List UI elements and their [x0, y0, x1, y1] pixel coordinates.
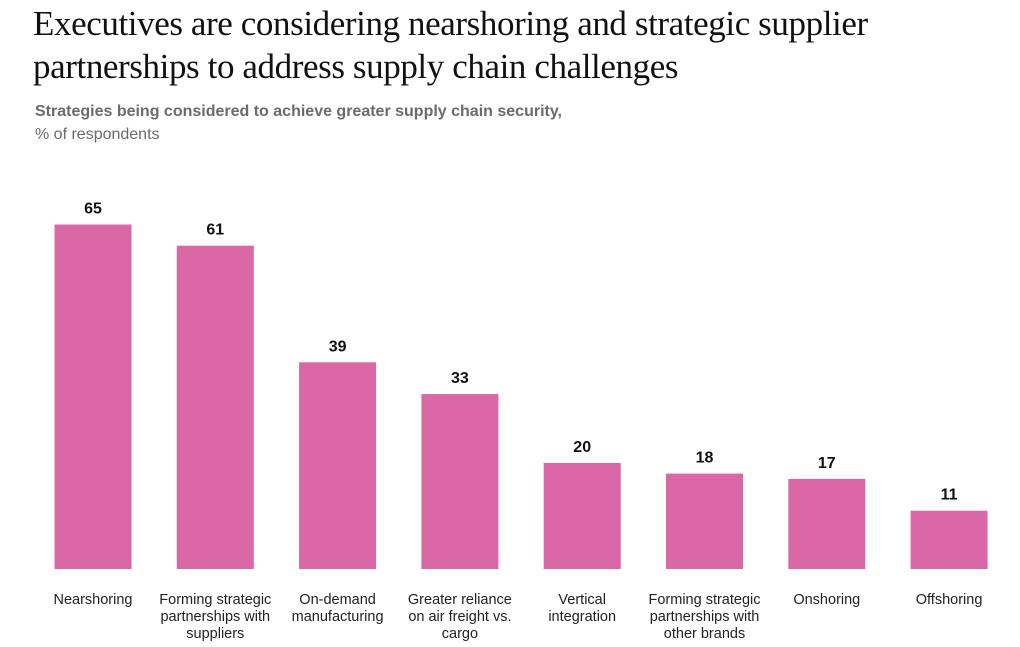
bar-5 — [543, 463, 621, 569]
chart-title: Executives are considering nearshoring a… — [33, 2, 1003, 88]
category-labels-group: Nearshoring Forming strategic partnerships… — [54, 592, 983, 642]
category-label-5: Vertical integration — [548, 592, 616, 625]
category-label-3: On-demand manufacturing — [292, 592, 384, 625]
bar-1 — [54, 224, 132, 569]
bar-4 — [421, 394, 499, 569]
category-label-8: Offshoring — [916, 592, 983, 608]
category-label-4: Greater reliance on air freight vs. cargo — [408, 592, 512, 642]
value-label-3: 39 — [329, 338, 347, 355]
bar-3 — [299, 362, 377, 569]
bar-8 — [910, 510, 988, 569]
chart-subtitle: Strategies being considered to achieve g… — [35, 100, 735, 146]
bar-7 — [788, 478, 866, 569]
bar-2 — [176, 245, 254, 569]
category-label-2: Forming strategic partnerships with suppli… — [159, 592, 271, 642]
value-label-8: 11 — [941, 487, 958, 504]
category-label-6: Forming strategic partnerships with other … — [648, 592, 760, 642]
value-label-1: 65 — [84, 201, 102, 218]
value-label-2: 61 — [206, 222, 224, 239]
category-label-1: Nearshoring — [54, 592, 133, 608]
value-label-5: 20 — [573, 439, 591, 456]
chart-subtitle-line-1: Strategies being considered to achieve g… — [35, 103, 562, 120]
value-label-7: 17 — [818, 455, 836, 472]
bar-6 — [666, 473, 743, 569]
value-label-6: 18 — [696, 450, 714, 467]
value-label-4: 33 — [451, 370, 469, 387]
chart-title-line-1: Executives are considering nearshoring a… — [33, 4, 868, 43]
value-labels-group: 65 61 39 33 20 18 17 11 — [84, 201, 958, 504]
category-label-7: Onshoring — [793, 592, 860, 608]
chart-subtitle-line-2: % of respondents — [35, 126, 160, 143]
chart-title-line-2: partnerships to address supply chain cha… — [33, 47, 679, 86]
bars-group — [54, 224, 988, 569]
